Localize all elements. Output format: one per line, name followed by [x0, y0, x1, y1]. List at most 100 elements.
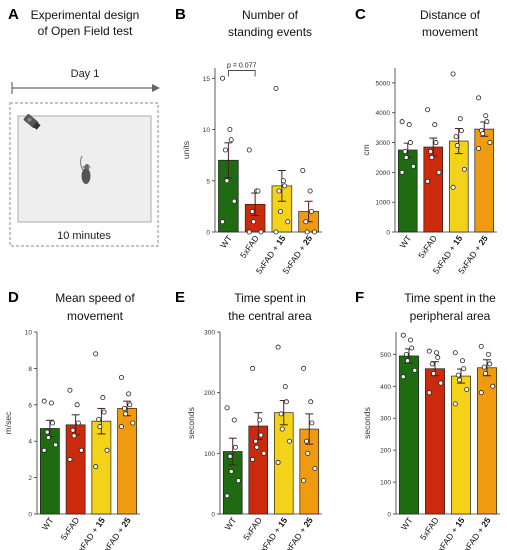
bar-3 — [451, 375, 471, 515]
data-point — [450, 71, 456, 77]
data-point — [275, 459, 281, 465]
data-point — [487, 140, 493, 146]
data-point — [118, 374, 124, 380]
x-tick-label: WT — [399, 515, 415, 532]
chart-title-line: movement — [422, 25, 479, 39]
data-point — [78, 447, 84, 453]
y-tick-label: 0 — [387, 512, 391, 519]
timeline-label: Day 1 — [71, 68, 100, 80]
y-tick-label: 15 — [203, 76, 211, 83]
data-point — [450, 184, 456, 190]
data-point — [301, 365, 307, 371]
data-point — [458, 128, 464, 134]
data-point — [478, 390, 484, 396]
x-tick-label: 5xFAD — [58, 515, 81, 542]
data-point — [454, 143, 460, 149]
data-point — [425, 178, 431, 184]
data-point — [436, 169, 442, 175]
data-point — [282, 384, 288, 390]
data-point — [487, 361, 493, 367]
camera-icon — [23, 114, 41, 130]
data-point — [407, 140, 413, 146]
data-point — [246, 147, 252, 153]
data-point — [406, 122, 412, 128]
data-point — [100, 395, 106, 401]
data-point — [251, 219, 257, 225]
y-tick-label: 200 — [204, 390, 215, 397]
bar-1 — [399, 355, 419, 515]
timeline-arrow — [11, 82, 160, 94]
bar-2 — [423, 146, 444, 233]
y-tick-label: 3000 — [376, 140, 391, 147]
significance-label: p = 0.077 — [227, 62, 256, 69]
panel-a-title-line2: of Open Field test — [38, 24, 133, 38]
y-axis-label: cm — [361, 144, 371, 155]
data-point — [484, 119, 490, 125]
data-point — [433, 140, 439, 146]
y-tick-label: 8 — [28, 366, 32, 373]
data-point — [227, 453, 233, 459]
data-point — [278, 411, 284, 417]
data-point — [121, 405, 127, 411]
y-tick-label: 300 — [204, 330, 215, 337]
data-point — [478, 343, 484, 349]
data-point — [223, 147, 229, 153]
data-point — [228, 469, 234, 475]
data-point — [280, 178, 286, 184]
y-tick-label: 0 — [28, 512, 32, 519]
data-point — [402, 148, 408, 154]
data-point — [250, 365, 256, 371]
data-point — [410, 163, 416, 169]
y-tick-label: 300 — [380, 416, 391, 423]
data-point — [455, 372, 461, 378]
data-point — [53, 442, 59, 448]
data-point — [127, 402, 133, 408]
data-point — [70, 427, 76, 433]
panel-b-letter: B — [175, 6, 186, 23]
duration-label: 10 minutes — [57, 230, 111, 242]
data-point — [257, 417, 263, 423]
data-point — [285, 219, 291, 225]
data-point — [258, 229, 264, 235]
x-tick-label: 5xFAD — [241, 515, 264, 542]
x-tick-label: WT — [398, 233, 414, 250]
y-tick-label: 1000 — [376, 200, 391, 207]
data-point — [224, 405, 230, 411]
x-tick-label: 5xFAD — [418, 515, 441, 542]
data-point — [403, 154, 409, 160]
data-point — [261, 450, 267, 456]
y-axis-label: seconds — [186, 407, 196, 439]
data-point — [485, 351, 491, 357]
data-point — [273, 86, 279, 92]
x-tick-label: WT — [40, 515, 56, 532]
data-point — [480, 131, 486, 137]
data-point — [438, 380, 444, 386]
y-axis-label: m/sec — [3, 411, 13, 434]
y-tick-label: 6 — [28, 402, 32, 409]
data-point — [459, 358, 465, 364]
chart-f: F Time spent in the peripheral area 0 100 200… — [355, 289, 500, 550]
panel-d-letter: D — [8, 289, 19, 306]
chart-title-line: Time spent in the — [404, 291, 496, 305]
chart-e: E Time spent in the central area 0 100 200 300… — [175, 289, 322, 550]
y-tick-label: 0 — [206, 230, 210, 237]
data-point — [67, 387, 73, 393]
data-point — [231, 198, 237, 204]
data-point — [220, 219, 226, 225]
y-tick-label: 10 — [203, 127, 211, 134]
bar-1 — [39, 428, 60, 515]
data-point — [254, 444, 260, 450]
data-point — [482, 371, 488, 377]
data-point — [483, 113, 489, 119]
data-point — [432, 122, 438, 128]
data-point — [228, 137, 234, 143]
data-point — [429, 154, 435, 160]
y-tick-label: 5000 — [376, 80, 391, 87]
y-tick-label: 100 — [204, 451, 215, 458]
data-point — [74, 402, 80, 408]
data-point — [481, 364, 487, 370]
data-point — [45, 435, 51, 441]
y-tick-label: 100 — [380, 480, 391, 487]
data-point — [227, 127, 233, 133]
